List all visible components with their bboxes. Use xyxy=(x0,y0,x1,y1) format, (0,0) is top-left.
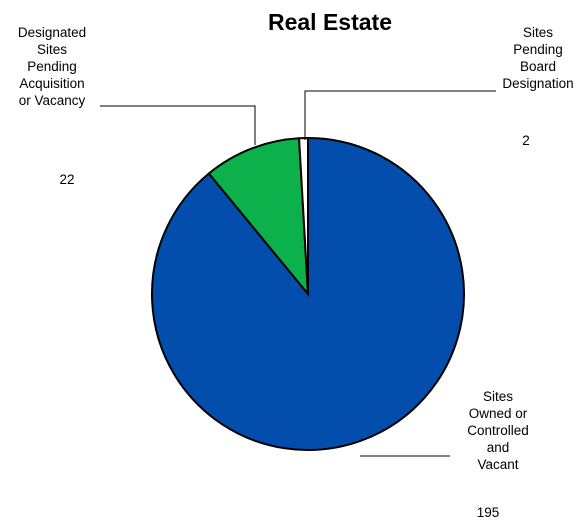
leader-lines xyxy=(100,90,496,457)
slice-labels: Sites Owned or Controlled and Vacant 195 Desig… xyxy=(18,25,574,520)
leader-line-2 xyxy=(304,90,496,140)
pie-slices xyxy=(151,136,465,451)
pie-slice-1 xyxy=(207,137,310,298)
slice-label-1: Designated Sites Pending Acquisition or Vaca… xyxy=(18,25,86,108)
chart-title: Real Estate xyxy=(268,9,392,35)
slice-value-0: 195 xyxy=(477,505,500,520)
pie-slice-2 xyxy=(297,136,309,295)
slice-value-2: 2 xyxy=(522,133,530,148)
slice-label-2: Sites Pending Board Designation xyxy=(502,25,573,91)
slice-label-0: Sites Owned or Controlled and Vacant xyxy=(467,389,529,472)
slice-value-1: 22 xyxy=(59,172,74,187)
leader-line-1 xyxy=(100,105,256,145)
